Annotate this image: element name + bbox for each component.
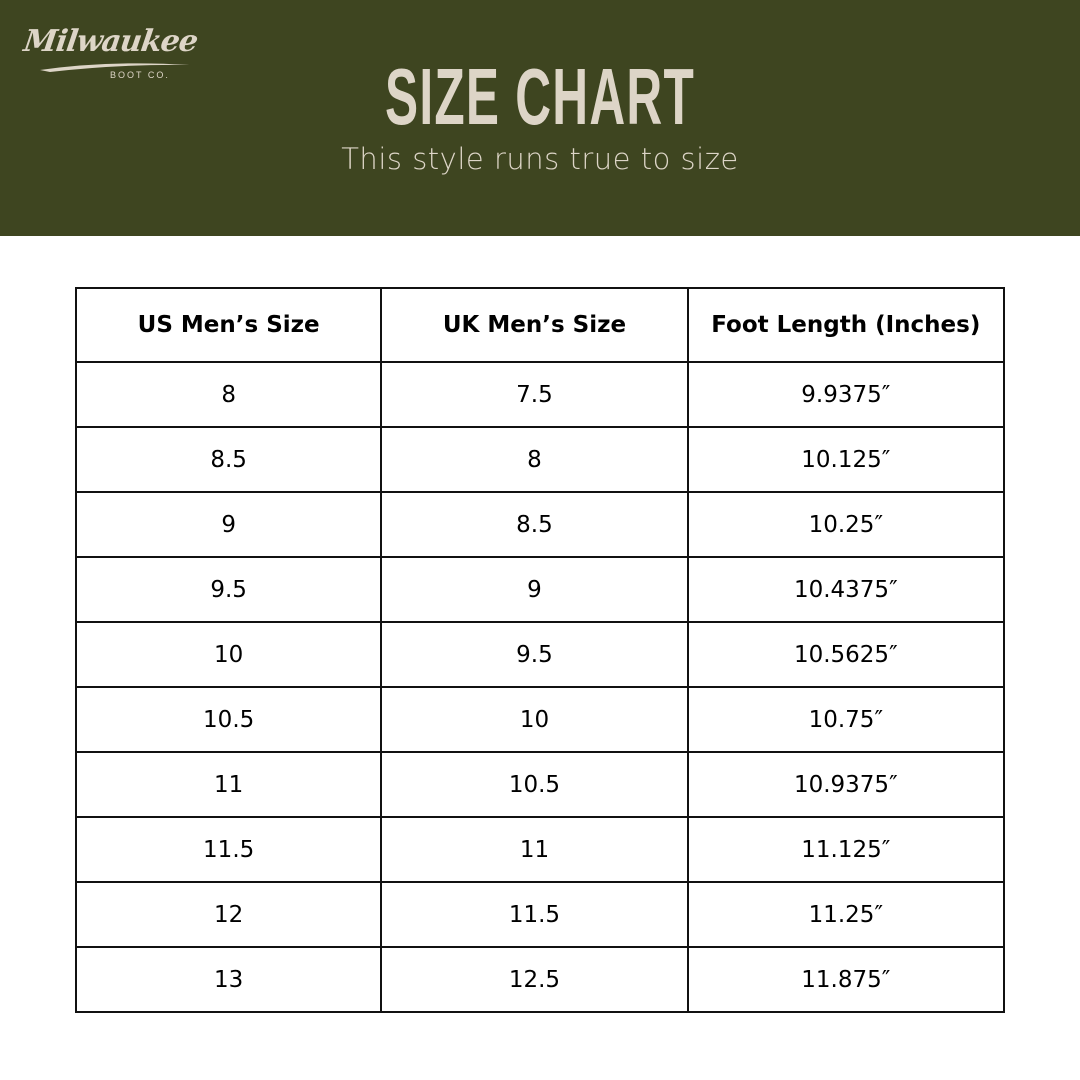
table-cell: 9.9375″ xyxy=(686,361,1006,428)
table-cell: 9.5 xyxy=(74,556,383,623)
table-cell: 11.875″ xyxy=(686,946,1006,1013)
table-cell: 8.5 xyxy=(74,426,383,493)
logo-subtext: BOOT CO. xyxy=(110,70,170,80)
table-cell: 13 xyxy=(74,946,383,1013)
table-cell: 10.25″ xyxy=(686,491,1006,558)
table-row: 8 7.5 9.9375″ xyxy=(74,361,1006,428)
table-row: 13 12.5 11.875″ xyxy=(74,946,1006,1013)
table-row: 9 8.5 10.25″ xyxy=(74,491,1006,558)
table-cell: 10.125″ xyxy=(686,426,1006,493)
table-cell: 9 xyxy=(74,491,383,558)
table-row: 9.5 9 10.4375″ xyxy=(74,556,1006,623)
table-row: 11.5 11 11.125″ xyxy=(74,816,1006,883)
table-cell: 11 xyxy=(74,751,383,818)
logo-script-text: Milwaukee xyxy=(21,24,200,59)
header-banner: Milwaukee BOOT CO. SIZE CHART This style… xyxy=(0,0,1080,236)
table-cell: 11 xyxy=(380,816,689,883)
table-row: 10 9.5 10.5625″ xyxy=(74,621,1006,688)
table-cell: 11.5 xyxy=(74,816,383,883)
table-cell: 10 xyxy=(380,686,689,753)
page-subtitle: This style runs true to size xyxy=(341,142,739,176)
table-cell: 12 xyxy=(74,881,383,948)
column-header: US Men’s Size xyxy=(74,287,383,363)
table-row: 8.5 8 10.125″ xyxy=(74,426,1006,493)
page-title: SIZE CHART xyxy=(385,52,695,141)
table-cell: 8 xyxy=(74,361,383,428)
logo-swoosh-icon xyxy=(40,63,190,72)
table-cell: 10 xyxy=(74,621,383,688)
table-row: 10.5 10 10.75″ xyxy=(74,686,1006,753)
table-cell: 11.5 xyxy=(380,881,689,948)
table-row: 11 10.5 10.9375″ xyxy=(74,751,1006,818)
table-cell: 9.5 xyxy=(380,621,689,688)
table-cell: 11.25″ xyxy=(686,881,1006,948)
table-cell: 7.5 xyxy=(380,361,689,428)
size-chart-table: US Men’s Size UK Men’s Size Foot Length (I… xyxy=(74,287,1006,1013)
brand-logo: Milwaukee BOOT CO. xyxy=(22,24,200,84)
table-cell: 10.75″ xyxy=(686,686,1006,753)
table-cell: 10.5625″ xyxy=(686,621,1006,688)
table-cell: 10.4375″ xyxy=(686,556,1006,623)
table-cell: 8 xyxy=(380,426,689,493)
table-cell: 9 xyxy=(380,556,689,623)
table-cell: 10.9375″ xyxy=(686,751,1006,818)
table-row: 12 11.5 11.25″ xyxy=(74,881,1006,948)
table-cell: 12.5 xyxy=(380,946,689,1013)
table-cell: 10.5 xyxy=(380,751,689,818)
column-header: UK Men’s Size xyxy=(380,287,689,363)
column-header: Foot Length (Inches) xyxy=(686,287,1006,363)
table-cell: 10.5 xyxy=(74,686,383,753)
table-cell: 8.5 xyxy=(380,491,689,558)
table-header-row: US Men’s Size UK Men’s Size Foot Length (I… xyxy=(74,287,1006,363)
table-cell: 11.125″ xyxy=(686,816,1006,883)
